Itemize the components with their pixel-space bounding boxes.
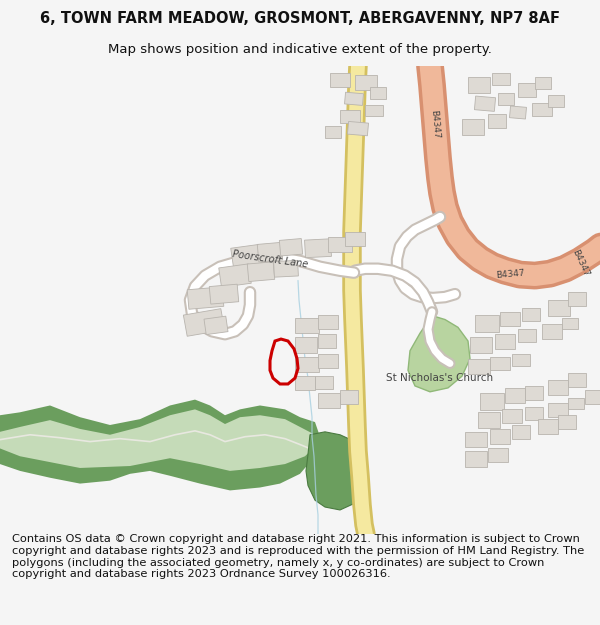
Bar xyxy=(475,96,496,111)
Bar xyxy=(475,314,499,332)
Text: B4347: B4347 xyxy=(429,109,441,139)
Bar xyxy=(505,388,525,402)
Bar xyxy=(365,104,383,116)
Bar xyxy=(305,239,331,258)
Polygon shape xyxy=(408,316,470,392)
Bar xyxy=(512,425,530,439)
Bar xyxy=(568,292,586,306)
Bar xyxy=(340,109,360,123)
Bar xyxy=(512,354,530,366)
Bar xyxy=(542,324,562,339)
Bar xyxy=(495,334,515,349)
Bar xyxy=(345,232,365,246)
Bar xyxy=(465,432,487,447)
Text: Map shows position and indicative extent of the property.: Map shows position and indicative extent… xyxy=(108,44,492,56)
Bar xyxy=(490,429,510,444)
Bar xyxy=(274,261,298,277)
Bar xyxy=(500,312,520,326)
Bar xyxy=(257,242,283,262)
Bar xyxy=(468,359,490,374)
Bar xyxy=(330,73,350,87)
Bar xyxy=(525,408,543,420)
Bar xyxy=(465,451,487,467)
Bar xyxy=(355,76,377,90)
Bar xyxy=(347,121,368,136)
Bar xyxy=(340,390,358,404)
Bar xyxy=(558,415,576,429)
Bar xyxy=(548,95,564,107)
Bar xyxy=(585,390,600,404)
Bar xyxy=(502,409,522,423)
Bar xyxy=(187,287,224,309)
Bar xyxy=(488,449,508,462)
Bar xyxy=(522,308,540,321)
Bar xyxy=(318,392,340,408)
Polygon shape xyxy=(0,409,315,471)
Bar xyxy=(509,106,526,119)
Bar xyxy=(204,316,228,334)
Bar xyxy=(209,284,239,304)
Bar xyxy=(462,119,484,135)
Bar xyxy=(468,78,490,93)
Bar xyxy=(318,334,336,348)
Bar xyxy=(370,87,386,99)
Text: St Nicholas's Church: St Nicholas's Church xyxy=(386,373,494,383)
Bar xyxy=(548,402,568,418)
Bar xyxy=(184,309,224,336)
Bar xyxy=(280,239,302,256)
Bar xyxy=(492,73,510,85)
Text: 6, TOWN FARM MEADOW, GROSMONT, ABERGAVENNY, NP7 8AF: 6, TOWN FARM MEADOW, GROSMONT, ABERGAVEN… xyxy=(40,11,560,26)
Bar xyxy=(295,357,319,372)
Bar xyxy=(532,102,552,116)
Bar xyxy=(478,412,500,428)
Bar xyxy=(318,314,338,329)
Bar xyxy=(247,262,275,281)
Bar xyxy=(518,83,536,97)
Bar xyxy=(344,92,364,106)
Text: B4347: B4347 xyxy=(495,269,525,281)
Polygon shape xyxy=(0,399,320,491)
Bar xyxy=(568,373,586,387)
Bar xyxy=(568,398,584,409)
Bar xyxy=(562,318,578,329)
Bar xyxy=(325,126,341,138)
Bar xyxy=(548,300,570,316)
Text: B4347: B4347 xyxy=(570,248,590,278)
Bar xyxy=(295,376,315,390)
Bar xyxy=(525,386,543,399)
Bar xyxy=(480,392,504,411)
Bar xyxy=(488,114,506,128)
Polygon shape xyxy=(306,432,368,510)
Bar xyxy=(318,354,338,368)
Bar xyxy=(231,244,261,268)
Bar xyxy=(498,93,514,104)
Bar xyxy=(538,419,558,434)
Bar xyxy=(548,380,568,395)
Bar xyxy=(328,236,352,252)
Text: Poorscroft Lane: Poorscroft Lane xyxy=(232,249,308,269)
Bar xyxy=(490,357,510,370)
Text: Contains OS data © Crown copyright and database right 2021. This information is : Contains OS data © Crown copyright and d… xyxy=(12,534,584,579)
Bar xyxy=(219,264,251,288)
Bar xyxy=(315,376,333,389)
Bar xyxy=(518,329,536,342)
Bar xyxy=(470,337,492,352)
Bar xyxy=(535,78,551,89)
Bar xyxy=(295,337,317,352)
Bar xyxy=(295,318,319,333)
